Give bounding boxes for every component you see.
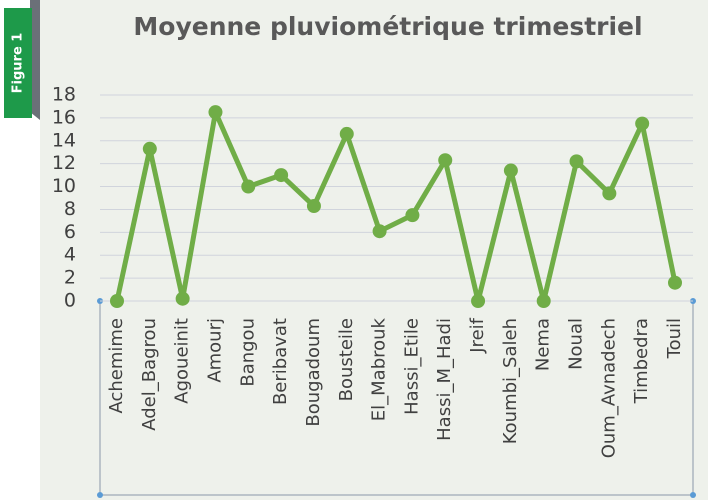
data-point (241, 179, 256, 194)
x-tick-label: Koumbi_Saleh (500, 318, 521, 444)
y-tick-label: 8 (64, 198, 76, 220)
x-tick-label: Bougadoum (303, 318, 324, 427)
data-point (668, 275, 682, 290)
data-point (274, 168, 289, 183)
data-point (175, 291, 190, 306)
x-tick-label: Beribavat (270, 318, 291, 405)
data-point (602, 186, 617, 201)
data-point (503, 163, 518, 178)
data-point (110, 294, 124, 308)
data-point (438, 153, 453, 168)
data-point (635, 116, 650, 131)
x-tick-label: Bousteile (336, 318, 357, 401)
data-point (306, 199, 321, 214)
x-tick-label: Nema (533, 318, 554, 371)
y-tick-label: 16 (52, 106, 76, 128)
x-tick-label: Hassi_M_Hadi (434, 318, 455, 441)
data-point (339, 126, 354, 141)
x-tick-label: Hassi_Etile (401, 318, 422, 415)
y-tick-label: 18 (52, 84, 76, 106)
data-point (569, 154, 584, 169)
handle (97, 492, 103, 498)
y-tick-label: 4 (64, 244, 76, 266)
x-tick-label: Oum_Avnadech (598, 318, 619, 458)
x-tick-label: Timbedra (631, 318, 652, 404)
x-tick-label: Agoueinit (172, 318, 193, 404)
chart-title: Moyenne pluviométrique trimestriel (133, 12, 642, 41)
y-tick-label: 2 (64, 267, 76, 289)
data-point (405, 208, 420, 223)
chart-background (40, 0, 708, 500)
x-tick-label: Adel_Bagrou (139, 318, 160, 431)
figure-tab (4, 8, 32, 118)
y-tick-label: 10 (52, 175, 76, 197)
y-tick-label: 12 (52, 152, 76, 174)
x-tick-label: Amourj (204, 318, 225, 383)
data-point (536, 294, 551, 308)
tab-shadow (30, 0, 40, 120)
x-tick-label: El_Mabrouk (369, 317, 390, 421)
y-tick-label: 0 (64, 290, 76, 312)
data-point (208, 105, 223, 120)
x-tick-label: Bangou (237, 318, 258, 387)
x-tick-label: Noual (566, 318, 587, 370)
x-tick-label: Jreif (467, 317, 488, 353)
data-point (372, 224, 387, 239)
y-tick-label: 6 (64, 221, 76, 243)
y-tick-label: 14 (52, 129, 76, 151)
x-tick-label: Touil (664, 318, 685, 359)
data-point (142, 141, 157, 156)
x-tick-label: Achemime (106, 318, 127, 414)
data-point (471, 294, 486, 308)
handle (690, 492, 696, 498)
figure-label: Figure 1 (11, 33, 26, 94)
data-line (114, 109, 678, 304)
